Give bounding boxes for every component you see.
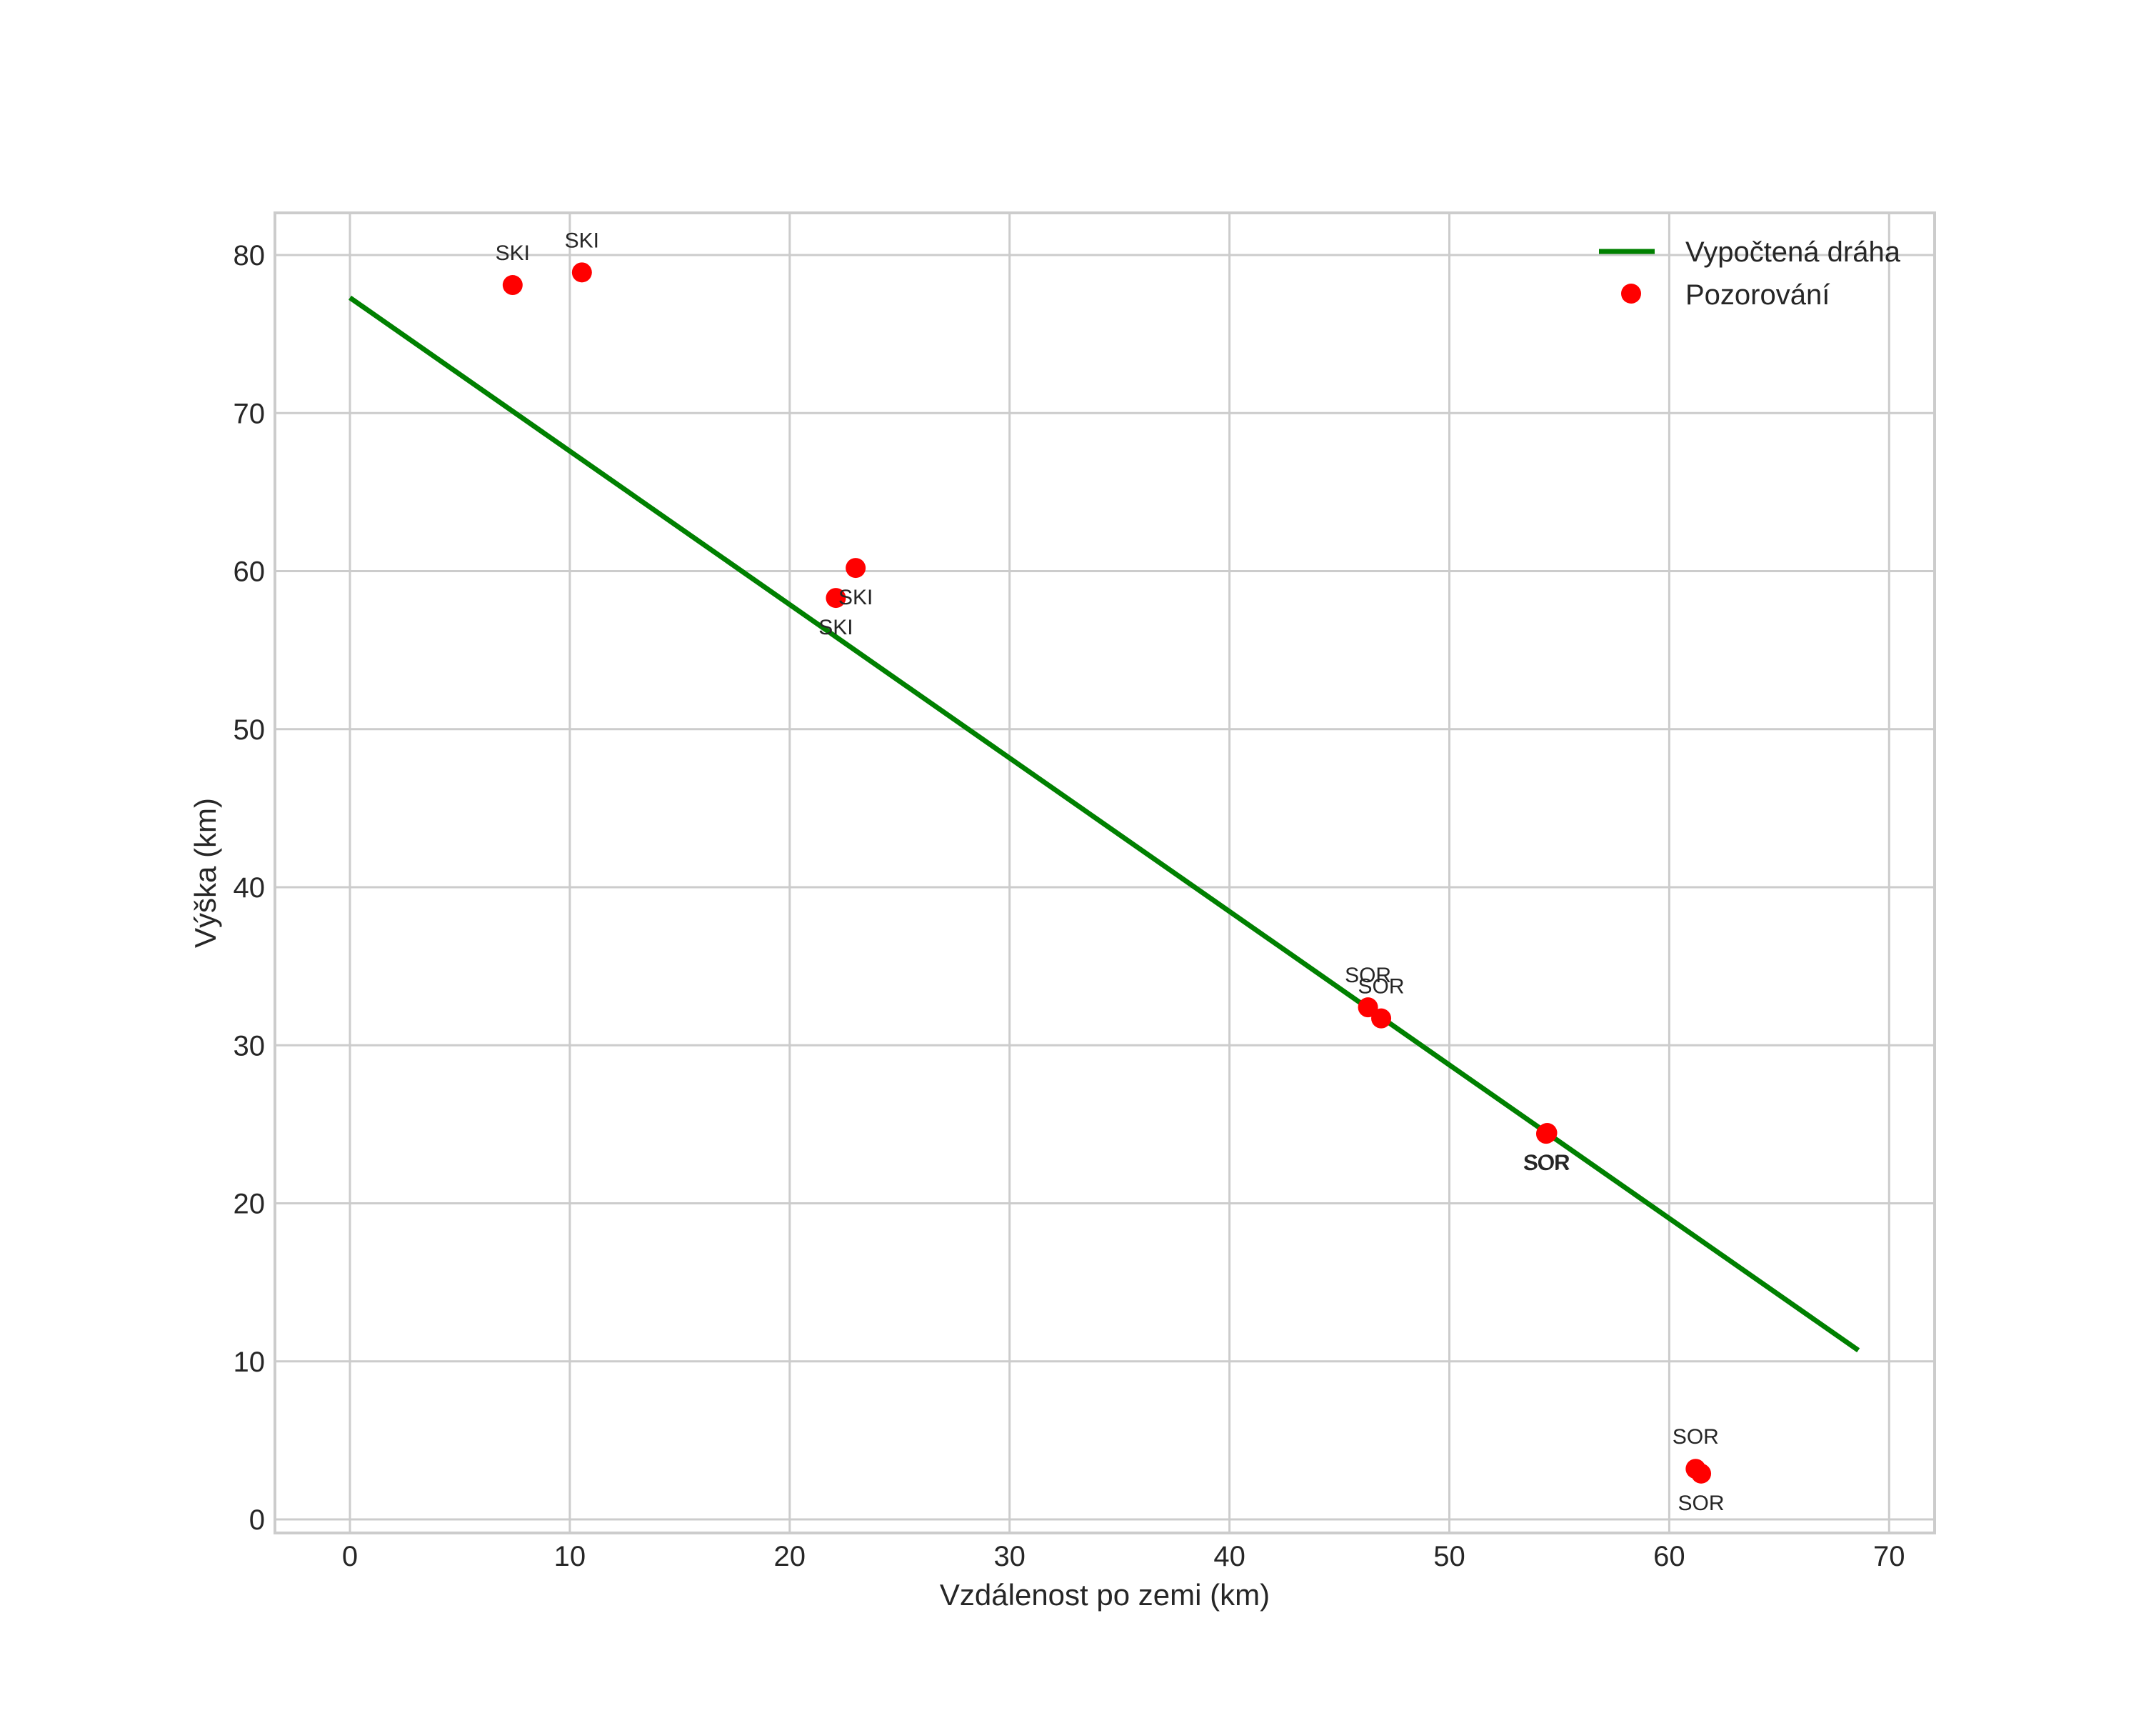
observation-point [1691,1463,1712,1484]
observation-point [1371,1008,1392,1029]
y-tick-label: 50 [234,714,266,746]
y-tick-label: 80 [234,240,266,271]
y-tick-label: 60 [234,556,266,588]
legend-dot-icon [1621,284,1641,304]
observation-point [571,262,592,283]
y-tick-label: 0 [249,1504,265,1536]
x-tick-label: 40 [1213,1541,1245,1572]
observation-point [1537,1123,1558,1144]
y-tick-label: 30 [234,1030,266,1062]
y-tick-labels: 0 10 20 30 40 50 60 70 80 [234,240,266,1536]
legend-label-computed-path: Vypočtená dráha [1685,236,1901,268]
y-tick-label: 10 [234,1347,266,1378]
observation-point [1358,997,1378,1018]
observation-point [826,588,846,609]
x-tick-label: 0 [342,1541,358,1572]
y-axis-label: Výška (km) [189,798,222,948]
legend-label-observations: Pozorování [1685,279,1830,311]
point-label: SOR [1345,964,1391,987]
point-label: SOR [1523,1152,1569,1175]
point-label: SOR [1673,1425,1719,1449]
y-tick-label: 70 [234,398,266,429]
y-tick-label: 40 [234,872,266,904]
point-label: SKI [818,616,853,639]
observation-point [846,558,866,579]
plot-series [348,262,1860,1484]
point-label: SOR [1524,1151,1570,1174]
x-tick-label: 20 [774,1541,806,1572]
x-tick-label: 70 [1873,1541,1905,1572]
computed-path-line [348,295,1860,1353]
x-axis-label: Vzdálenost po zemi (km) [940,1578,1270,1612]
axes-frame [274,211,1936,1534]
point-label: SKI [565,229,599,252]
x-tick-label: 30 [993,1541,1026,1572]
legend: Vypočtená dráha Pozorování [1599,236,1901,311]
x-tick-label: 50 [1433,1541,1465,1572]
point-label: SKI [838,586,873,609]
point-label: SOR [1358,975,1405,999]
y-tick-label: 20 [234,1189,266,1220]
point-label: SKI [496,241,530,265]
x-tick-label: 10 [554,1541,586,1572]
grid-lines [275,213,1935,1533]
x-tick-label: 60 [1653,1541,1685,1572]
observation-point [502,275,523,296]
x-tick-labels: 0 10 20 30 40 50 60 70 [342,1541,1905,1572]
point-label: SOR [1678,1492,1725,1515]
